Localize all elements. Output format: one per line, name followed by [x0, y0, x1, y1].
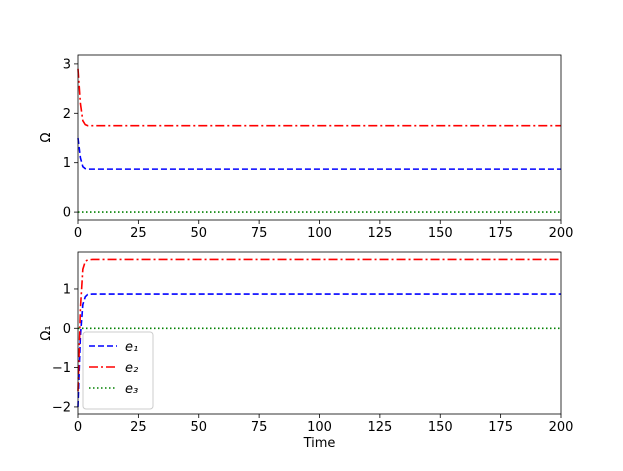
x-tick-label: 200	[549, 420, 574, 435]
x-tick-label: 50	[190, 226, 207, 241]
x-tick-label: 50	[190, 420, 207, 435]
y-axis-label: Ω	[39, 132, 54, 142]
legend-label: e₂	[125, 361, 138, 376]
x-tick-label: 25	[130, 420, 147, 435]
legend-label: e₃	[125, 382, 138, 397]
axes-frame	[77, 54, 562, 221]
x-tick-label: 100	[307, 420, 332, 435]
x-tick-label: 175	[488, 226, 513, 241]
y-axis-label: Ω₁	[39, 325, 54, 340]
x-tick-label: 200	[549, 226, 574, 241]
series-line	[77, 258, 561, 392]
y-tick-label: 0	[63, 206, 71, 221]
y-tick-label: 1	[63, 156, 71, 171]
x-tick-label: 100	[307, 226, 332, 241]
x-tick-label: 125	[367, 226, 392, 241]
y-tick-label: −1	[52, 361, 71, 376]
x-tick-label: 25	[130, 226, 147, 241]
y-tick-label: 1	[63, 282, 71, 297]
y-tick-label: 2	[63, 107, 71, 122]
x-tick-label: 150	[428, 226, 453, 241]
x-tick-label: 0	[74, 420, 82, 435]
x-tick-label: 75	[251, 226, 268, 241]
series-line	[77, 137, 561, 170]
x-tick-label: 0	[74, 226, 82, 241]
legend-box	[82, 331, 154, 410]
series-line	[77, 293, 561, 407]
x-axis-label: Time	[303, 436, 336, 451]
series-line	[77, 68, 561, 127]
x-tick-label: 150	[428, 420, 453, 435]
x-tick-label: 75	[251, 420, 268, 435]
x-tick-label: 125	[367, 420, 392, 435]
y-tick-label: −2	[52, 400, 71, 415]
y-tick-label: 0	[63, 322, 71, 337]
y-tick-label: 3	[63, 57, 71, 72]
x-tick-label: 175	[488, 420, 513, 435]
legend-label: e₁	[125, 340, 138, 355]
